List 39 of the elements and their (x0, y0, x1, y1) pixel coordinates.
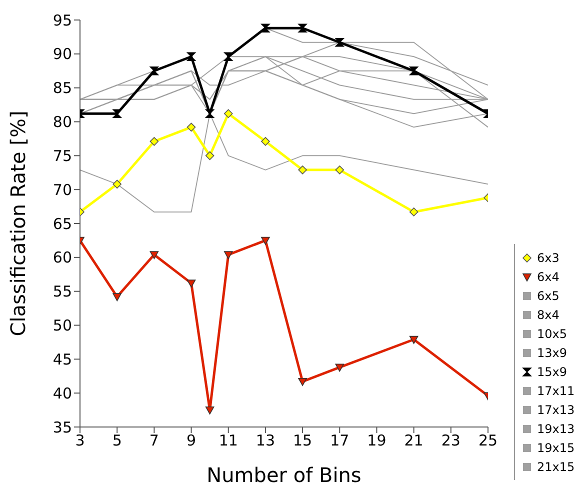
legend-label: 6x3 (537, 250, 560, 264)
y-tick-label: 55 (52, 282, 72, 301)
y-tick-label: 50 (52, 316, 72, 335)
legend-label: 13x9 (537, 346, 568, 360)
y-tick-label: 35 (52, 418, 72, 436)
legend-label: 17x13 (537, 402, 575, 416)
x-tick-label: 17 (330, 432, 350, 450)
y-axis-title: Classification Rate [%] (6, 110, 30, 336)
legend-label: 19x15 (537, 440, 575, 454)
x-tick-label: 3 (75, 432, 85, 450)
legend-label: 21x15 (537, 460, 575, 474)
y-tick-label: 45 (52, 350, 72, 368)
y-tick-label: 85 (52, 79, 72, 98)
y-tick-label: 75 (52, 146, 72, 165)
y-tick-label: 60 (52, 248, 72, 267)
y-tick-label: 65 (52, 214, 72, 233)
y-tick-label: 80 (52, 113, 72, 132)
x-tick-label: 11 (218, 432, 238, 450)
legend-label: 15x9 (537, 364, 568, 378)
y-tick-label: 70 (52, 180, 72, 199)
legend-label: 6x4 (537, 270, 560, 284)
x-tick-label: 23 (441, 432, 460, 450)
x-tick-label: 7 (149, 432, 159, 450)
y-tick-label: 40 (52, 384, 72, 402)
legend-label: 6x5 (537, 288, 560, 302)
legend-label: 10x5 (537, 326, 568, 340)
legend-label: 17x11 (537, 384, 575, 398)
legend-label: 19x13 (537, 422, 575, 436)
x-tick-label: 9 (186, 432, 196, 450)
y-tick-label: 95 (52, 11, 72, 30)
x-tick-label: 15 (293, 432, 312, 450)
x-tick-label: 13 (256, 432, 275, 450)
x-tick-label: 25 (478, 432, 498, 450)
x-tick-label: 21 (404, 432, 424, 450)
legend-label: 8x4 (537, 308, 560, 322)
x-tick-label: 5 (112, 432, 122, 450)
y-tick-label: 90 (52, 45, 72, 64)
x-axis-title: Number of Bins (206, 463, 362, 487)
x-tick-label: 19 (367, 432, 386, 450)
